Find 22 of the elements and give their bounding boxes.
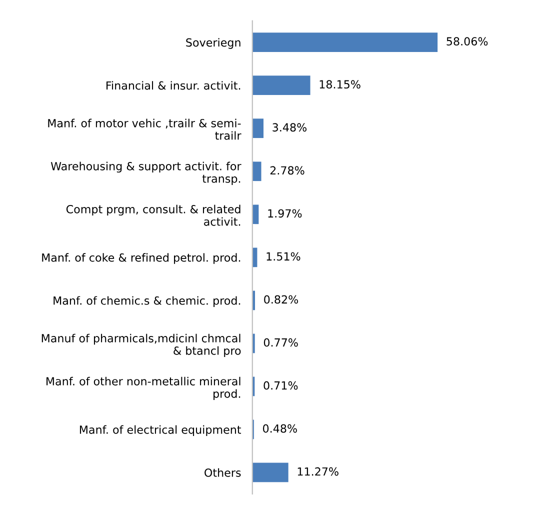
data-label: 11.27%: [298, 467, 338, 476]
y-tick-label: Manf. of chemic.s & chemic. prod.: [54, 296, 240, 307]
y-tick-label: Others: [204, 468, 241, 477]
data-label: 3.48%: [272, 123, 307, 132]
data-label: 0.77%: [264, 338, 298, 347]
y-tick-label: Manf. of motor vehic ,trailr & semi- trailr: [48, 118, 242, 140]
data-label: 18.15%: [320, 80, 360, 89]
y-tick-label: Financial & insur. activit.: [106, 81, 240, 90]
data-label: 58.06%: [446, 37, 488, 46]
data-label: 1.97%: [268, 209, 302, 218]
y-tick-label: Soveriegn: [186, 38, 240, 49]
data-label: 2.78%: [270, 166, 304, 175]
y-tick-label: Manuf of pharmicals,mdicinl chmcal & btancl pro: [42, 334, 241, 358]
y-tick-label: Compt prgm, consult. & related activit.: [66, 204, 240, 226]
y-tick-label: Warehousing & support activit. for transp.: [50, 162, 242, 185]
y-tick-label: Manf. of electrical equipment: [80, 425, 242, 436]
data-label: 0.71%: [264, 381, 298, 390]
data-label: 0.48%: [262, 424, 297, 433]
data-label: 0.82%: [264, 295, 298, 304]
y-tick-label: Manf. of other non-metallic mineral prod.: [46, 376, 240, 400]
y-tick-label: Manf. of coke & refined petrol. prod.: [42, 253, 240, 264]
data-label: 1.51%: [266, 252, 300, 261]
